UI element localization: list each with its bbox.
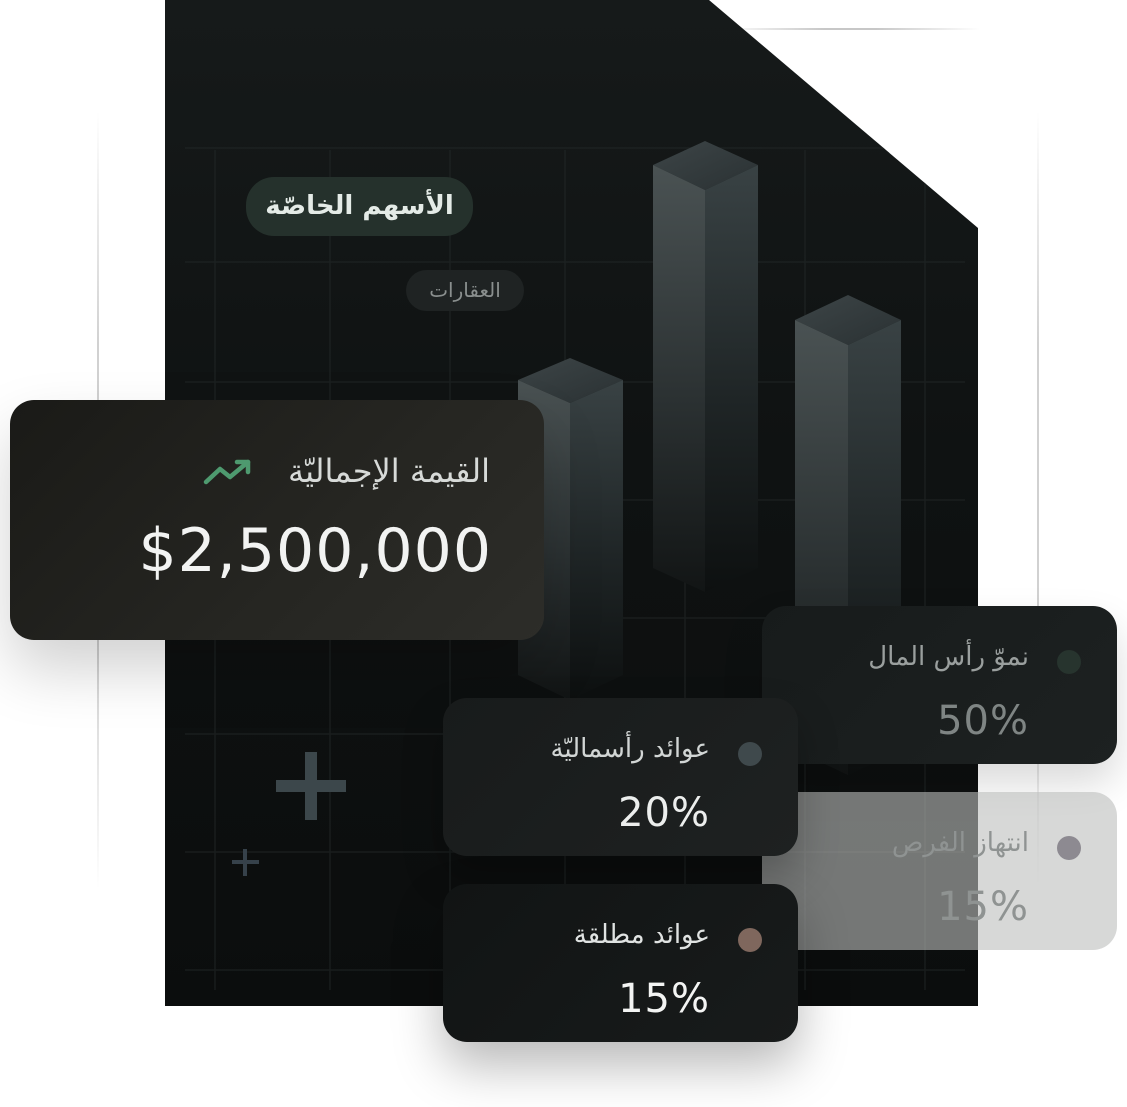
total-value-label: القيمة الإجماليّة	[287, 452, 490, 490]
legend-dot	[738, 742, 762, 766]
guide-line	[1037, 110, 1039, 890]
legend-dot	[738, 928, 762, 952]
legend-dot	[1057, 650, 1081, 674]
legend-dot	[1057, 836, 1081, 860]
metric-card-capital-returns: عوائد رأسماليّة 20%	[443, 698, 798, 856]
total-value-card: القيمة الإجماليّة $2,500,000	[10, 400, 544, 640]
guide-line	[720, 28, 980, 30]
metric-value: 50%	[937, 698, 1029, 744]
tag-private-equity: الأسهم الخاصّة	[246, 177, 473, 236]
metric-value: 15%	[937, 884, 1029, 930]
metric-label: نموّ رأس المال	[868, 642, 1029, 672]
metric-card-capital-growth: نموّ رأس المال 50%	[762, 606, 1117, 764]
metric-value: 15%	[618, 976, 710, 1022]
tag-real-estate: العقارات	[406, 270, 524, 311]
metric-value: 20%	[618, 790, 710, 836]
metric-label: انتهاز الفرص	[891, 828, 1029, 858]
metric-label: عوائد رأسماليّة	[550, 734, 710, 764]
metric-label: عوائد مطلقة	[573, 920, 710, 950]
metric-card-opportunistic: انتهاز الفرص 15%	[762, 792, 1117, 950]
trending-up-icon	[203, 459, 251, 485]
metric-card-absolute-returns: عوائد مطلقة 15%	[443, 884, 798, 1042]
total-value-amount: $2,500,000	[138, 516, 492, 586]
